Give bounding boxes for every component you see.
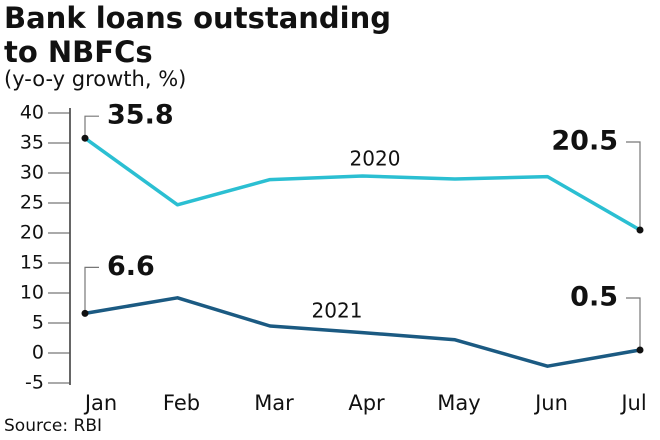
- point: [636, 346, 644, 354]
- value-label: 0.5: [570, 282, 618, 313]
- y-tick-label: 10: [20, 282, 44, 304]
- y-tick-label: 20: [20, 222, 44, 244]
- x-tick-label: Apr: [348, 391, 385, 415]
- y-tick-label: 35: [20, 132, 44, 154]
- y-tick-label: 15: [20, 252, 44, 274]
- callout-line: [84, 115, 99, 139]
- value-label: 20.5: [551, 126, 618, 157]
- x-tick-label: Jun: [533, 391, 568, 415]
- point: [81, 309, 89, 317]
- value-label: 6.6: [107, 251, 155, 282]
- y-tick-label: 5: [32, 312, 44, 334]
- series-line: [84, 296, 641, 368]
- point: [636, 226, 644, 234]
- y-tick-label: 0: [32, 342, 44, 364]
- source: Source: RBI: [4, 416, 102, 436]
- callout-line: [84, 266, 99, 314]
- y-tick-label: 40: [20, 102, 44, 124]
- y-tick-label: 30: [20, 162, 44, 184]
- point: [81, 134, 89, 142]
- y-tick-label: 25: [20, 192, 44, 214]
- callout-line: [626, 141, 641, 230]
- chart-title: Bank loans outstanding to NBFCs: [4, 1, 391, 69]
- callout-line: [626, 297, 641, 350]
- x-tick-label: Feb: [163, 391, 200, 415]
- series-line: [83, 136, 641, 232]
- value-label: 35.8: [107, 100, 174, 131]
- series-label: 2021: [312, 299, 363, 323]
- x-tick-label: Jan: [83, 391, 117, 415]
- chart-subtitle: (y-o-y growth, %): [4, 67, 186, 91]
- x-tick-label: May: [437, 391, 480, 415]
- y-tick-label: -5: [25, 372, 44, 394]
- series-label: 2020: [350, 147, 401, 171]
- x-tick-label: Mar: [254, 391, 294, 415]
- x-tick-label: Jul: [619, 391, 646, 415]
